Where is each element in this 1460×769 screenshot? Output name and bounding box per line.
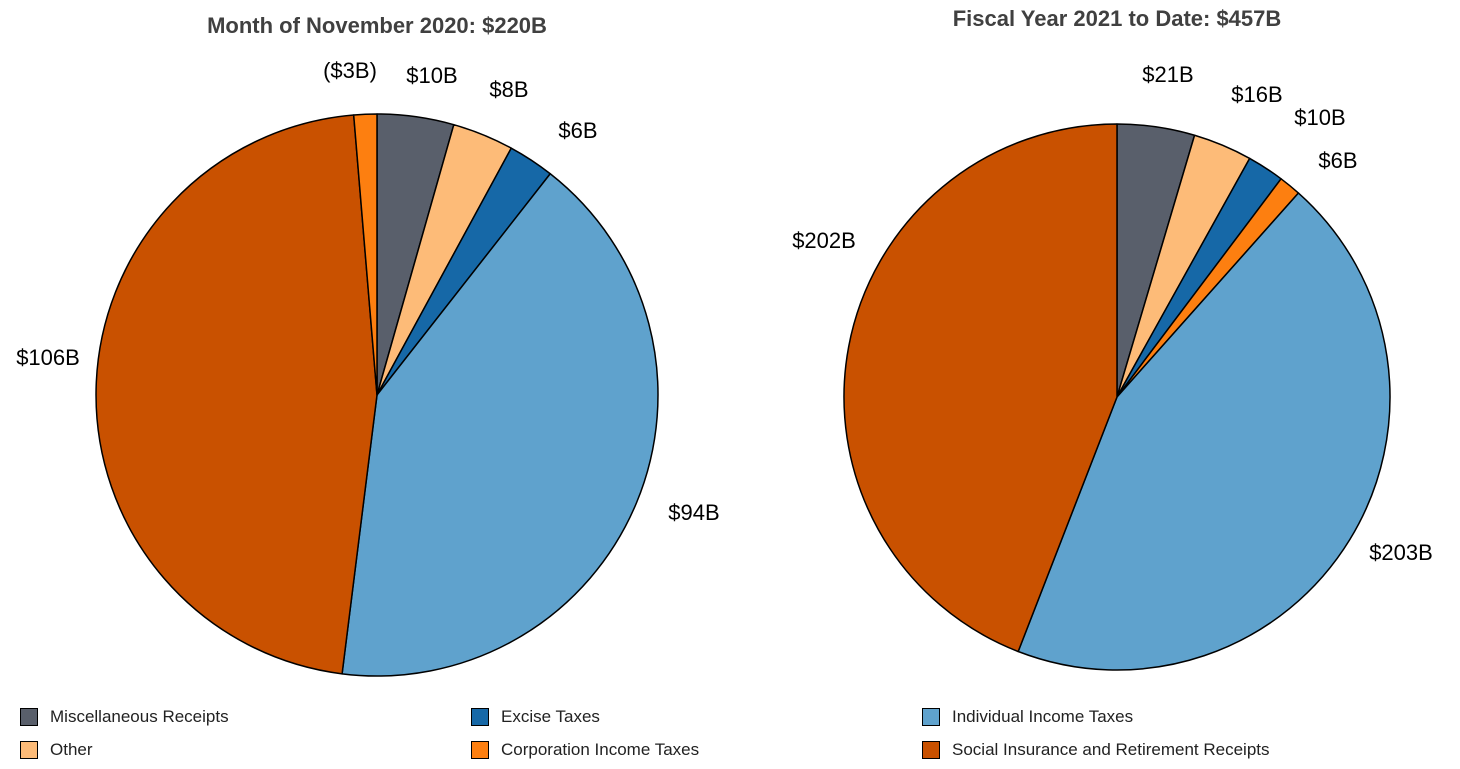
legend-swatch-social-insurance-and-retirement-receipts bbox=[922, 741, 940, 759]
legend-label: Miscellaneous Receipts bbox=[50, 707, 229, 726]
data-label-other: $8B bbox=[489, 77, 528, 102]
legend-item-corporation-income-taxes: Corporation Income Taxes bbox=[471, 738, 699, 762]
data-label-social-insurance-and-retirement-receipts: $106B bbox=[16, 345, 80, 370]
chart-title-november: Month of November 2020: $220B bbox=[207, 13, 547, 38]
data-label-excise-taxes: $10B bbox=[1294, 105, 1345, 130]
pie-labels-fy2021: $21B $16B $10B $6B $203B $202B bbox=[792, 62, 1433, 565]
pie-slices-fy2021 bbox=[843, 123, 1391, 671]
legend-item-social-insurance-and-retirement-receipts: Social Insurance and Retirement Receipts bbox=[922, 738, 1270, 762]
pie-slice-individual-income-taxes bbox=[1017, 192, 1391, 671]
data-label-miscellaneous-receipts: $21B bbox=[1142, 62, 1193, 87]
legend-label: Social Insurance and Retirement Receipts bbox=[952, 740, 1270, 759]
data-label-corporation-income-taxes: $6B bbox=[1318, 148, 1357, 173]
legend-item-other: Other bbox=[20, 738, 93, 762]
data-label-individual-income-taxes: $203B bbox=[1369, 540, 1433, 565]
data-label-miscellaneous-receipts: $10B bbox=[406, 63, 457, 88]
data-label-corporation-income-taxes: ($3B) bbox=[323, 58, 377, 83]
legend: Miscellaneous Receipts Excise Taxes Indi… bbox=[0, 700, 1460, 769]
legend-swatch-individual-income-taxes bbox=[922, 708, 940, 726]
pie-slice-corporation-income-taxes bbox=[352, 113, 378, 396]
pie-slice-social-insurance-and-retirement-receipts bbox=[95, 114, 378, 675]
legend-label: Corporation Income Taxes bbox=[501, 740, 700, 759]
legend-swatch-miscellaneous-receipts bbox=[20, 708, 38, 726]
data-label-social-insurance-and-retirement-receipts: $202B bbox=[792, 228, 856, 253]
pie-labels-november: $10B $8B $6B $94B $106B ($3B) bbox=[16, 58, 720, 525]
data-label-other: $16B bbox=[1231, 82, 1282, 107]
chart-title-fy2021: Fiscal Year 2021 to Date: $457B bbox=[953, 6, 1282, 31]
legend-label: Excise Taxes bbox=[501, 707, 600, 726]
legend-item-miscellaneous-receipts: Miscellaneous Receipts bbox=[20, 705, 229, 729]
legend-label: Individual Income Taxes bbox=[952, 707, 1134, 726]
pie-slice-individual-income-taxes bbox=[341, 173, 659, 677]
pie-slices-november bbox=[95, 113, 659, 677]
data-label-individual-income-taxes: $94B bbox=[668, 500, 719, 525]
legend-item-excise-taxes: Excise Taxes bbox=[471, 705, 600, 729]
legend-label: Other bbox=[50, 740, 93, 759]
pie-slice-social-insurance-and-retirement-receipts bbox=[843, 123, 1118, 653]
legend-item-individual-income-taxes: Individual Income Taxes bbox=[922, 705, 1133, 729]
chart-november-2020: Month of November 2020: $220B $10B $8B $6B… bbox=[16, 13, 720, 677]
legend-swatch-corporation-income-taxes bbox=[471, 741, 489, 759]
legend-swatch-excise-taxes bbox=[471, 708, 489, 726]
chart-fy2021-to-date: Fiscal Year 2021 to Date: $457B $21B $16B… bbox=[792, 6, 1433, 671]
data-label-excise-taxes: $6B bbox=[558, 118, 597, 143]
legend-swatch-other bbox=[20, 741, 38, 759]
